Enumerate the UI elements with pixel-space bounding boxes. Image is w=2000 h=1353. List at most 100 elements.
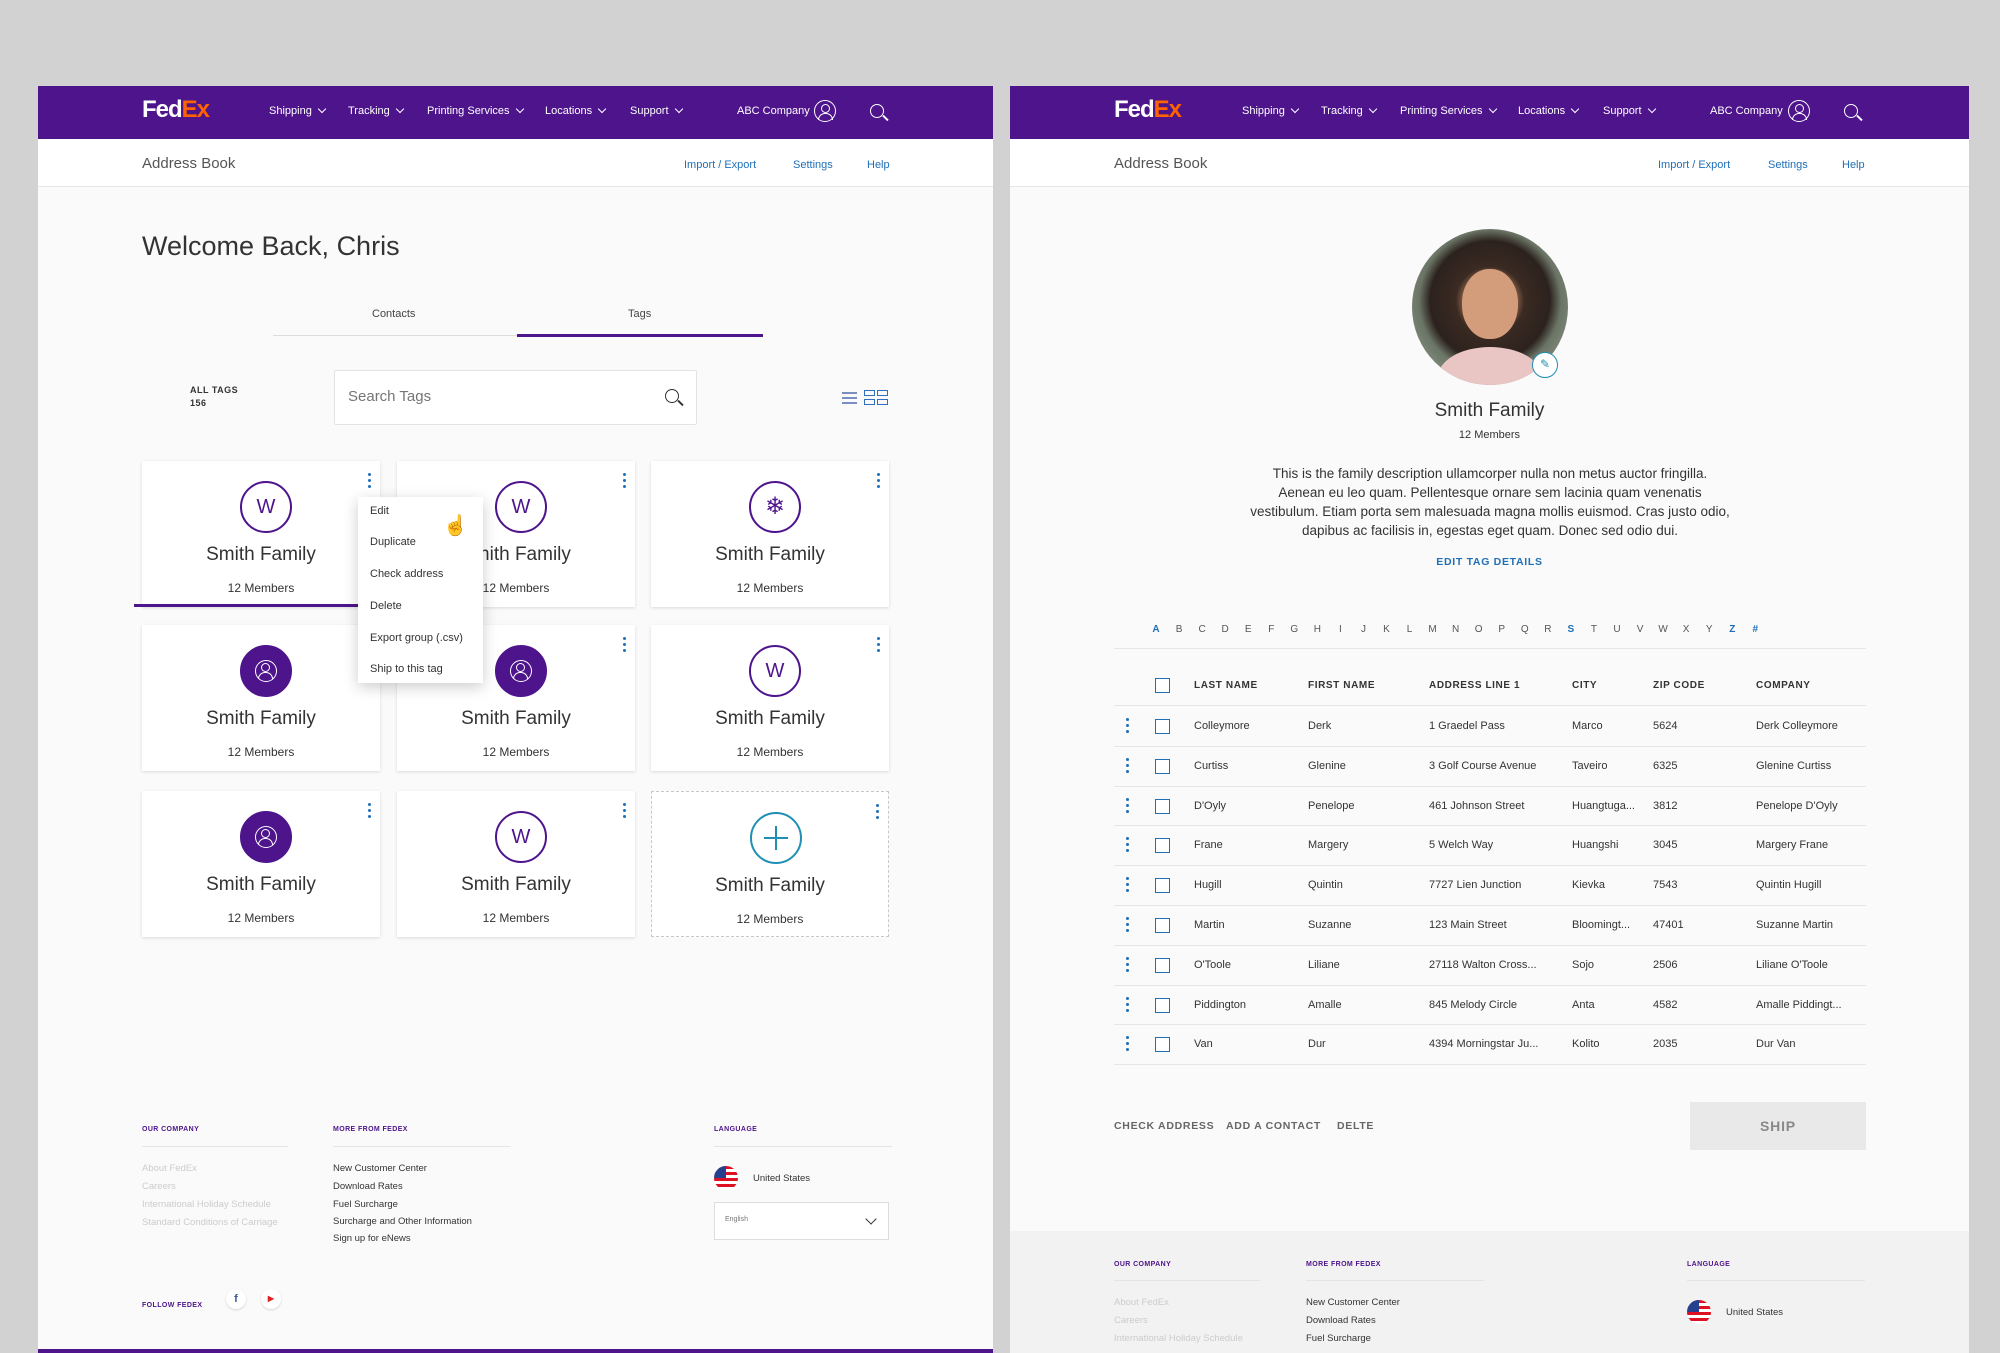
tag-card[interactable]: Smith Family 12 Members [142, 791, 380, 937]
alphabet-letter-e[interactable]: E [1244, 624, 1252, 635]
alphabet-letter-v[interactable]: V [1636, 624, 1644, 635]
alphabet-letter-h[interactable]: H [1313, 624, 1321, 635]
more-options-icon[interactable] [366, 473, 372, 491]
row-more-options-icon[interactable] [1126, 837, 1129, 855]
alphabet-letter-p[interactable]: P [1498, 624, 1506, 635]
add-tag-card[interactable]: Smith Family 12 Members [651, 791, 889, 937]
more-options-icon[interactable] [875, 473, 881, 491]
column-header-city[interactable]: CITY [1572, 680, 1598, 691]
footer-link[interactable]: Standard Conditions of Carriage [142, 1217, 278, 1228]
alphabet-letter-x[interactable]: X [1682, 624, 1690, 635]
settings-link[interactable]: Settings [793, 159, 833, 171]
row-checkbox[interactable] [1155, 957, 1170, 973]
row-checkbox[interactable] [1155, 719, 1170, 734]
row-more-options-icon[interactable] [1126, 757, 1129, 776]
alphabet-letter-i[interactable]: I [1339, 624, 1342, 635]
import-export-link[interactable]: Import / Export [684, 159, 757, 171]
help-link[interactable]: Help [1842, 159, 1865, 171]
menu-check-address[interactable]: Check address [370, 568, 444, 580]
row-checkbox[interactable] [1155, 878, 1170, 894]
alphabet-letter-z[interactable]: Z [1729, 624, 1736, 635]
alphabet-letter-c[interactable]: C [1198, 624, 1206, 635]
facebook-icon[interactable]: f [226, 1289, 246, 1309]
row-checkbox[interactable] [1155, 838, 1170, 854]
row-checkbox[interactable] [1155, 798, 1170, 814]
column-header-zip[interactable]: ZIP CODE [1653, 680, 1705, 691]
more-options-icon[interactable] [874, 804, 880, 822]
more-options-icon[interactable] [621, 473, 627, 491]
search-tags-input[interactable] [348, 388, 628, 405]
row-more-options-icon[interactable] [1126, 877, 1129, 895]
row-checkbox[interactable] [1155, 997, 1170, 1013]
footer-link[interactable]: Fuel Surcharge [333, 1199, 398, 1210]
alphabet-letter-w[interactable]: W [1658, 624, 1668, 635]
alphabet-letter-r[interactable]: R [1544, 624, 1552, 635]
alphabet-letter-k[interactable]: K [1383, 624, 1390, 635]
user-icon[interactable] [814, 100, 836, 122]
alphabet-letter-b[interactable]: B [1175, 624, 1183, 635]
footer-link[interactable]: Surcharge and Other Information [333, 1216, 472, 1227]
tag-card[interactable]: W Smith Family 12 Members [397, 791, 635, 937]
nav-locations[interactable]: Locations [545, 104, 607, 117]
nav-shipping[interactable]: Shipping [269, 104, 327, 117]
row-more-options-icon[interactable] [1126, 917, 1129, 935]
nav-tracking[interactable]: Tracking [348, 104, 405, 117]
search-icon[interactable] [665, 389, 679, 403]
nav-printing-services[interactable]: Printing Services [427, 104, 524, 117]
footer-link[interactable]: International Holiday Schedule [142, 1199, 271, 1210]
menu-export-group[interactable]: Export group (.csv) [370, 632, 463, 644]
edit-pencil-icon[interactable]: ✎ [1532, 352, 1558, 378]
tag-card[interactable]: W Smith Family 12 Members [134, 461, 404, 607]
alphabet-letter-q[interactable]: Q [1520, 624, 1529, 635]
alphabet-letter-g[interactable]: G [1290, 624, 1299, 635]
alphabet-letter-a[interactable]: A [1152, 624, 1160, 635]
footer-link[interactable]: International Holiday Schedule [1114, 1333, 1243, 1344]
alphabet-letter-o[interactable]: O [1474, 624, 1483, 635]
alphabet-letter-f[interactable]: F [1268, 624, 1275, 635]
fedex-logo[interactable]: FedEx [1114, 96, 1182, 123]
search-tags-box[interactable] [334, 370, 697, 425]
alphabet-letter-y[interactable]: Y [1705, 624, 1713, 635]
footer-link[interactable]: Careers [1114, 1315, 1148, 1326]
nav-support[interactable]: Support [630, 104, 683, 117]
import-export-link[interactable]: Import / Export [1658, 159, 1731, 171]
alphabet-letter-t[interactable]: T [1590, 624, 1597, 635]
menu-ship-to-tag[interactable]: Ship to this tag [370, 663, 443, 675]
alphabet-letter-j[interactable]: J [1360, 624, 1366, 635]
footer-link[interactable]: Download Rates [1306, 1315, 1376, 1326]
more-options-icon[interactable] [875, 637, 881, 655]
menu-edit[interactable]: Edit [370, 505, 389, 517]
more-options-icon[interactable] [366, 803, 372, 821]
nav-tracking[interactable]: Tracking [1321, 104, 1378, 117]
row-more-options-icon[interactable] [1126, 996, 1129, 1015]
tag-card[interactable]: ❄ Smith Family 12 Members [651, 461, 889, 607]
alphabet-letter-n[interactable]: N [1452, 624, 1460, 635]
footer-link[interactable]: New Customer Center [1306, 1297, 1400, 1308]
account-name[interactable]: ABC Company [1710, 105, 1783, 117]
more-options-icon[interactable] [621, 803, 627, 821]
settings-link[interactable]: Settings [1768, 159, 1808, 171]
row-checkbox[interactable] [1155, 1037, 1170, 1053]
row-checkbox[interactable] [1155, 758, 1170, 774]
column-header-last-name[interactable]: LAST NAME [1194, 680, 1258, 691]
footer-link[interactable]: Download Rates [333, 1181, 403, 1192]
account-name[interactable]: ABC Company [737, 105, 810, 117]
footer-link[interactable]: Careers [142, 1181, 176, 1192]
column-header-address[interactable]: ADDRESS LINE 1 [1429, 680, 1521, 691]
ship-button[interactable]: SHIP [1690, 1102, 1866, 1150]
edit-tag-details-link[interactable]: EDIT TAG DETAILS [1436, 556, 1543, 568]
more-options-icon[interactable] [621, 637, 627, 655]
nav-printing-services[interactable]: Printing Services [1400, 104, 1497, 117]
fedex-logo[interactable]: FedEx [142, 96, 210, 123]
nav-locations[interactable]: Locations [1518, 104, 1580, 117]
tab-tags[interactable]: Tags [628, 308, 652, 320]
column-header-first-name[interactable]: FIRST NAME [1308, 680, 1376, 691]
alphabet-letter-s[interactable]: S [1567, 624, 1575, 635]
alphabet-letter-m[interactable]: M [1428, 624, 1437, 635]
row-more-options-icon[interactable] [1126, 1036, 1129, 1054]
footer-link[interactable]: About FedEx [1114, 1297, 1169, 1308]
row-checkbox[interactable] [1155, 918, 1170, 933]
help-link[interactable]: Help [867, 159, 890, 171]
footer-link[interactable]: Fuel Surcharge [1306, 1333, 1371, 1344]
add-contact-button[interactable]: ADD A CONTACT [1226, 1120, 1322, 1132]
